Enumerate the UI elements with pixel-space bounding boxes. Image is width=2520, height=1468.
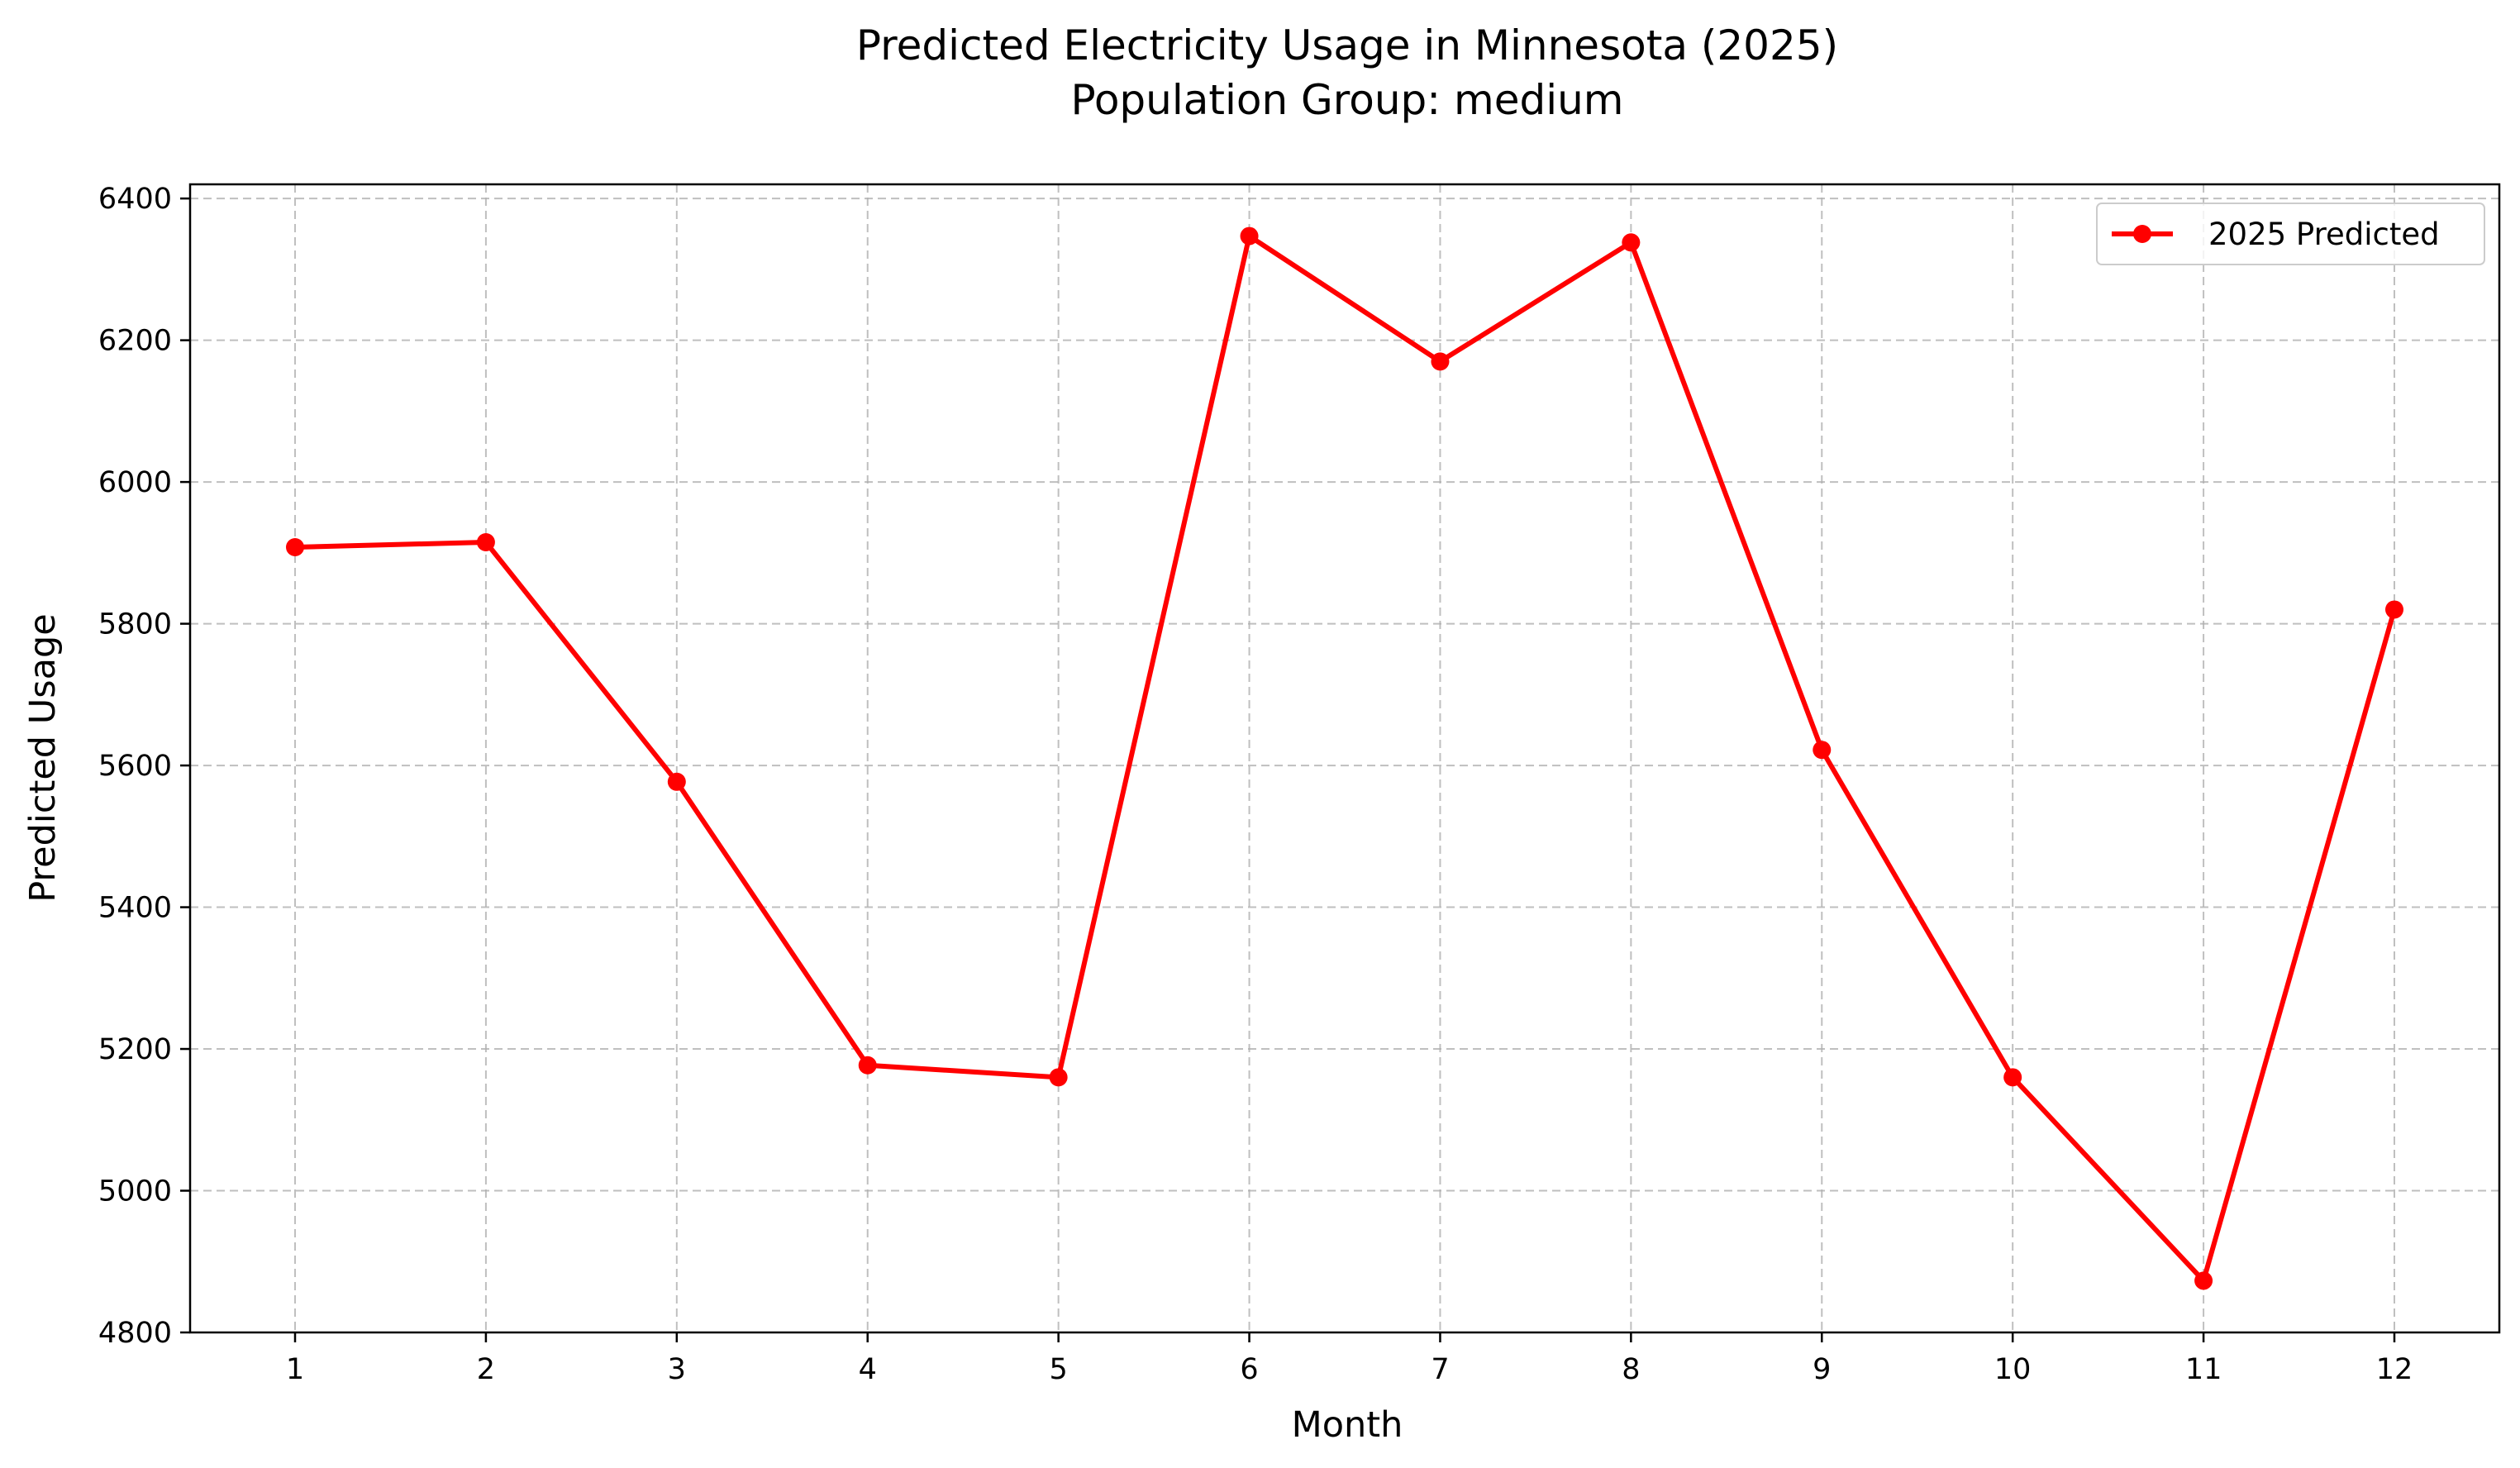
x-tick-label: 1	[286, 1353, 304, 1386]
series-line	[294, 233, 2397, 1284]
series-layer	[286, 226, 2403, 1290]
data-point	[2385, 600, 2403, 619]
x-axis-label: Month	[1292, 1404, 1403, 1446]
x-tick-label: 8	[1622, 1353, 1640, 1386]
y-tick-label: 4800	[98, 1317, 172, 1350]
legend: 2025 Predicted	[2096, 203, 2485, 265]
data-point	[1049, 1068, 1068, 1087]
chart-title-line1: Predicted Electricity Usage in Minnesota…	[856, 21, 1838, 69]
y-tick-label: 6200	[98, 325, 172, 358]
x-tick-label: 7	[1431, 1353, 1449, 1386]
axes: 1 2 3 4 5 6 7 8 9 10 11 124800500052005400560058006…	[98, 183, 2413, 1386]
x-tick-label: 5	[1049, 1353, 1067, 1386]
data-point	[2003, 1068, 2022, 1087]
y-tick-label: 5800	[98, 608, 172, 641]
y-tick-label: 5000	[98, 1175, 172, 1208]
x-tick-label: 6	[1240, 1353, 1258, 1386]
x-tick-label: 10	[1994, 1353, 2032, 1386]
legend-box	[2096, 203, 2485, 265]
data-point	[858, 1056, 877, 1075]
x-tick-label: 12	[2376, 1353, 2413, 1386]
y-tick-label: 5600	[98, 750, 172, 783]
data-point	[667, 772, 686, 791]
y-tick-label: 6000	[98, 466, 172, 499]
data-point	[476, 532, 495, 551]
legend-label: 2025 Predicted	[2208, 217, 2440, 252]
data-point	[286, 537, 304, 556]
data-point	[1813, 741, 1832, 760]
x-tick-label: 3	[668, 1353, 686, 1386]
y-axis-label: Predicted Usage	[22, 613, 64, 903]
legend-marker	[2133, 225, 2151, 243]
x-tick-label: 9	[1813, 1353, 1831, 1386]
grid-lines	[190, 184, 2499, 1333]
y-tick-label: 5200	[98, 1033, 172, 1066]
plot-frame	[188, 183, 2501, 1334]
data-point	[1240, 226, 1259, 245]
y-tick-label: 6400	[98, 183, 172, 216]
x-tick-label: 2	[477, 1353, 495, 1386]
y-tick-label: 5400	[98, 892, 172, 925]
data-point	[2194, 1271, 2213, 1290]
x-tick-label: 4	[859, 1353, 877, 1386]
data-point	[1431, 352, 1450, 371]
x-tick-label: 11	[2185, 1353, 2222, 1386]
chart-title-line2: Population Group: medium	[1070, 76, 1623, 124]
data-point	[1622, 233, 1641, 252]
